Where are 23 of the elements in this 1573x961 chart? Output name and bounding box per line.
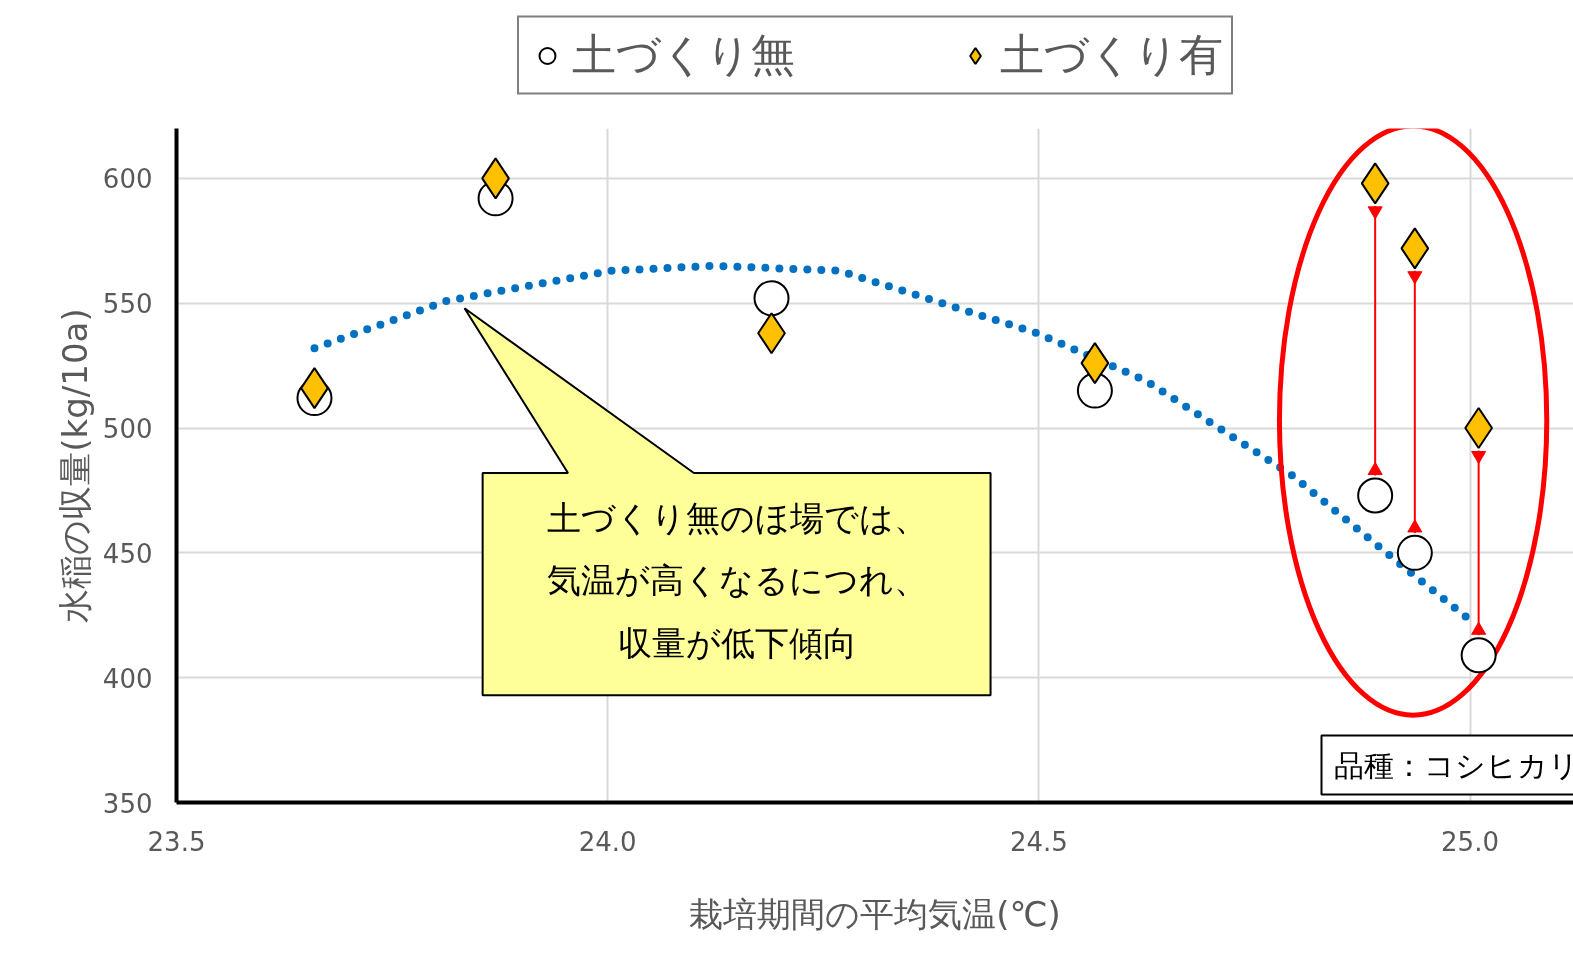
annotation: 土づくり無のほ場では、 (546, 497, 928, 538)
y-axis-title: 水稲の収量(kg/10a) (54, 308, 95, 623)
point (1460, 637, 1497, 674)
legend-label: 土づくり無 (571, 27, 795, 82)
x-tick-label: 25.0 (1441, 826, 1499, 857)
point (1076, 372, 1113, 409)
point (753, 280, 790, 317)
y-tick-label: 600 (102, 164, 153, 195)
annotation: 収量が低下傾向 (617, 622, 857, 663)
point (1357, 477, 1394, 514)
x-axis-title: 栽培期間の平均気温(℃) (689, 893, 1061, 934)
x-tick-label: 24.0 (578, 826, 637, 857)
y-tick-label: 500 (102, 414, 153, 445)
x-tick-label: 24.5 (1009, 826, 1068, 857)
legend-label: 土づくり有 (999, 27, 1223, 82)
y-tick-label: 550 (102, 289, 153, 320)
x-tick-label: 23.5 (147, 826, 206, 857)
y-tick-label: 400 (102, 663, 153, 694)
annotation: 気温が高くなるにつれ、 (546, 560, 928, 601)
annotation: 品種：コシヒカリ (1333, 747, 1573, 783)
y-tick-label: 350 (102, 788, 153, 819)
point (1396, 534, 1433, 571)
y-tick-label: 450 (102, 538, 153, 569)
